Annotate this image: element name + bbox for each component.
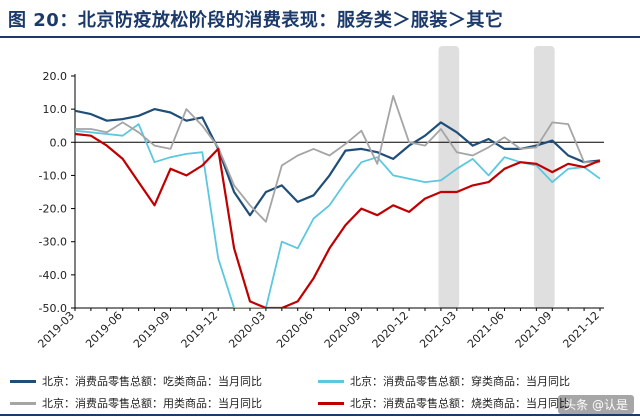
line-chart: 20.010.00.0-10.0-20.0-30.0-40.0-50.02019…: [35, 46, 604, 351]
legend-swatch: [10, 402, 36, 405]
x-tick-label: 2021-12: [560, 309, 602, 351]
y-tick-label: -20.0: [39, 203, 67, 216]
x-tick-label: 2020-06: [274, 309, 316, 351]
x-tick-label: 2020-09: [322, 309, 364, 351]
y-tick-label: -10.0: [39, 169, 67, 182]
legend-swatch: [10, 380, 36, 383]
legend-label: 北京：消费品零售总额：吃类商品：当月同比: [42, 375, 262, 388]
watermark: 头条 @认是: [558, 395, 634, 414]
x-tick-label: 2019-12: [179, 309, 221, 351]
y-tick-label: -50.0: [39, 302, 67, 315]
legend-swatch: [318, 380, 344, 383]
x-tick-label: 2021-09: [513, 309, 555, 351]
series-line-3: [75, 95, 600, 223]
series-line-4: [75, 132, 601, 308]
y-tick-label: -40.0: [39, 269, 67, 282]
y-tick-label: 20.0: [43, 70, 68, 83]
shaded-period-1: [438, 46, 460, 308]
y-tick-label: 10.0: [43, 103, 68, 116]
legend-swatch: [318, 402, 344, 405]
legend-label: 北京：消费品零售总额：用类商品：当月同比: [42, 397, 262, 410]
x-tick-label: 2019-03: [35, 309, 77, 351]
x-tick-label: 2020-12: [370, 309, 412, 351]
title-bar: 图 20：北京防疫放松阶段的消费表现：服务类＞服装＞其它: [0, 0, 640, 38]
legend-label: 北京：消费品零售总额：烧类商品：当月同比: [350, 397, 570, 410]
chart-legend: 北京：消费品零售总额：吃类商品：当月同比 北京：消费品零售总额：穿类商品：当月同比…: [0, 366, 640, 418]
x-tick-label: 2021-03: [417, 309, 459, 351]
legend-label: 北京：消费品零售总额：穿类商品：当月同比: [350, 375, 570, 388]
chart-title: 图 20：北京防疫放松阶段的消费表现：服务类＞服装＞其它: [8, 10, 504, 31]
x-tick-label: 2021-06: [465, 309, 507, 351]
bottom-divider: [0, 414, 640, 416]
series-line-1: [75, 107, 601, 217]
title-divider: [0, 36, 640, 38]
x-tick-label: 2019-06: [83, 309, 125, 351]
y-tick-label: 0.0: [50, 136, 68, 149]
shaded-period-2: [533, 46, 555, 308]
y-tick-label: -30.0: [39, 236, 67, 249]
series-line-2: [75, 123, 601, 308]
x-tick-label: 2020-03: [226, 309, 268, 351]
x-tick-label: 2019-09: [131, 309, 173, 351]
